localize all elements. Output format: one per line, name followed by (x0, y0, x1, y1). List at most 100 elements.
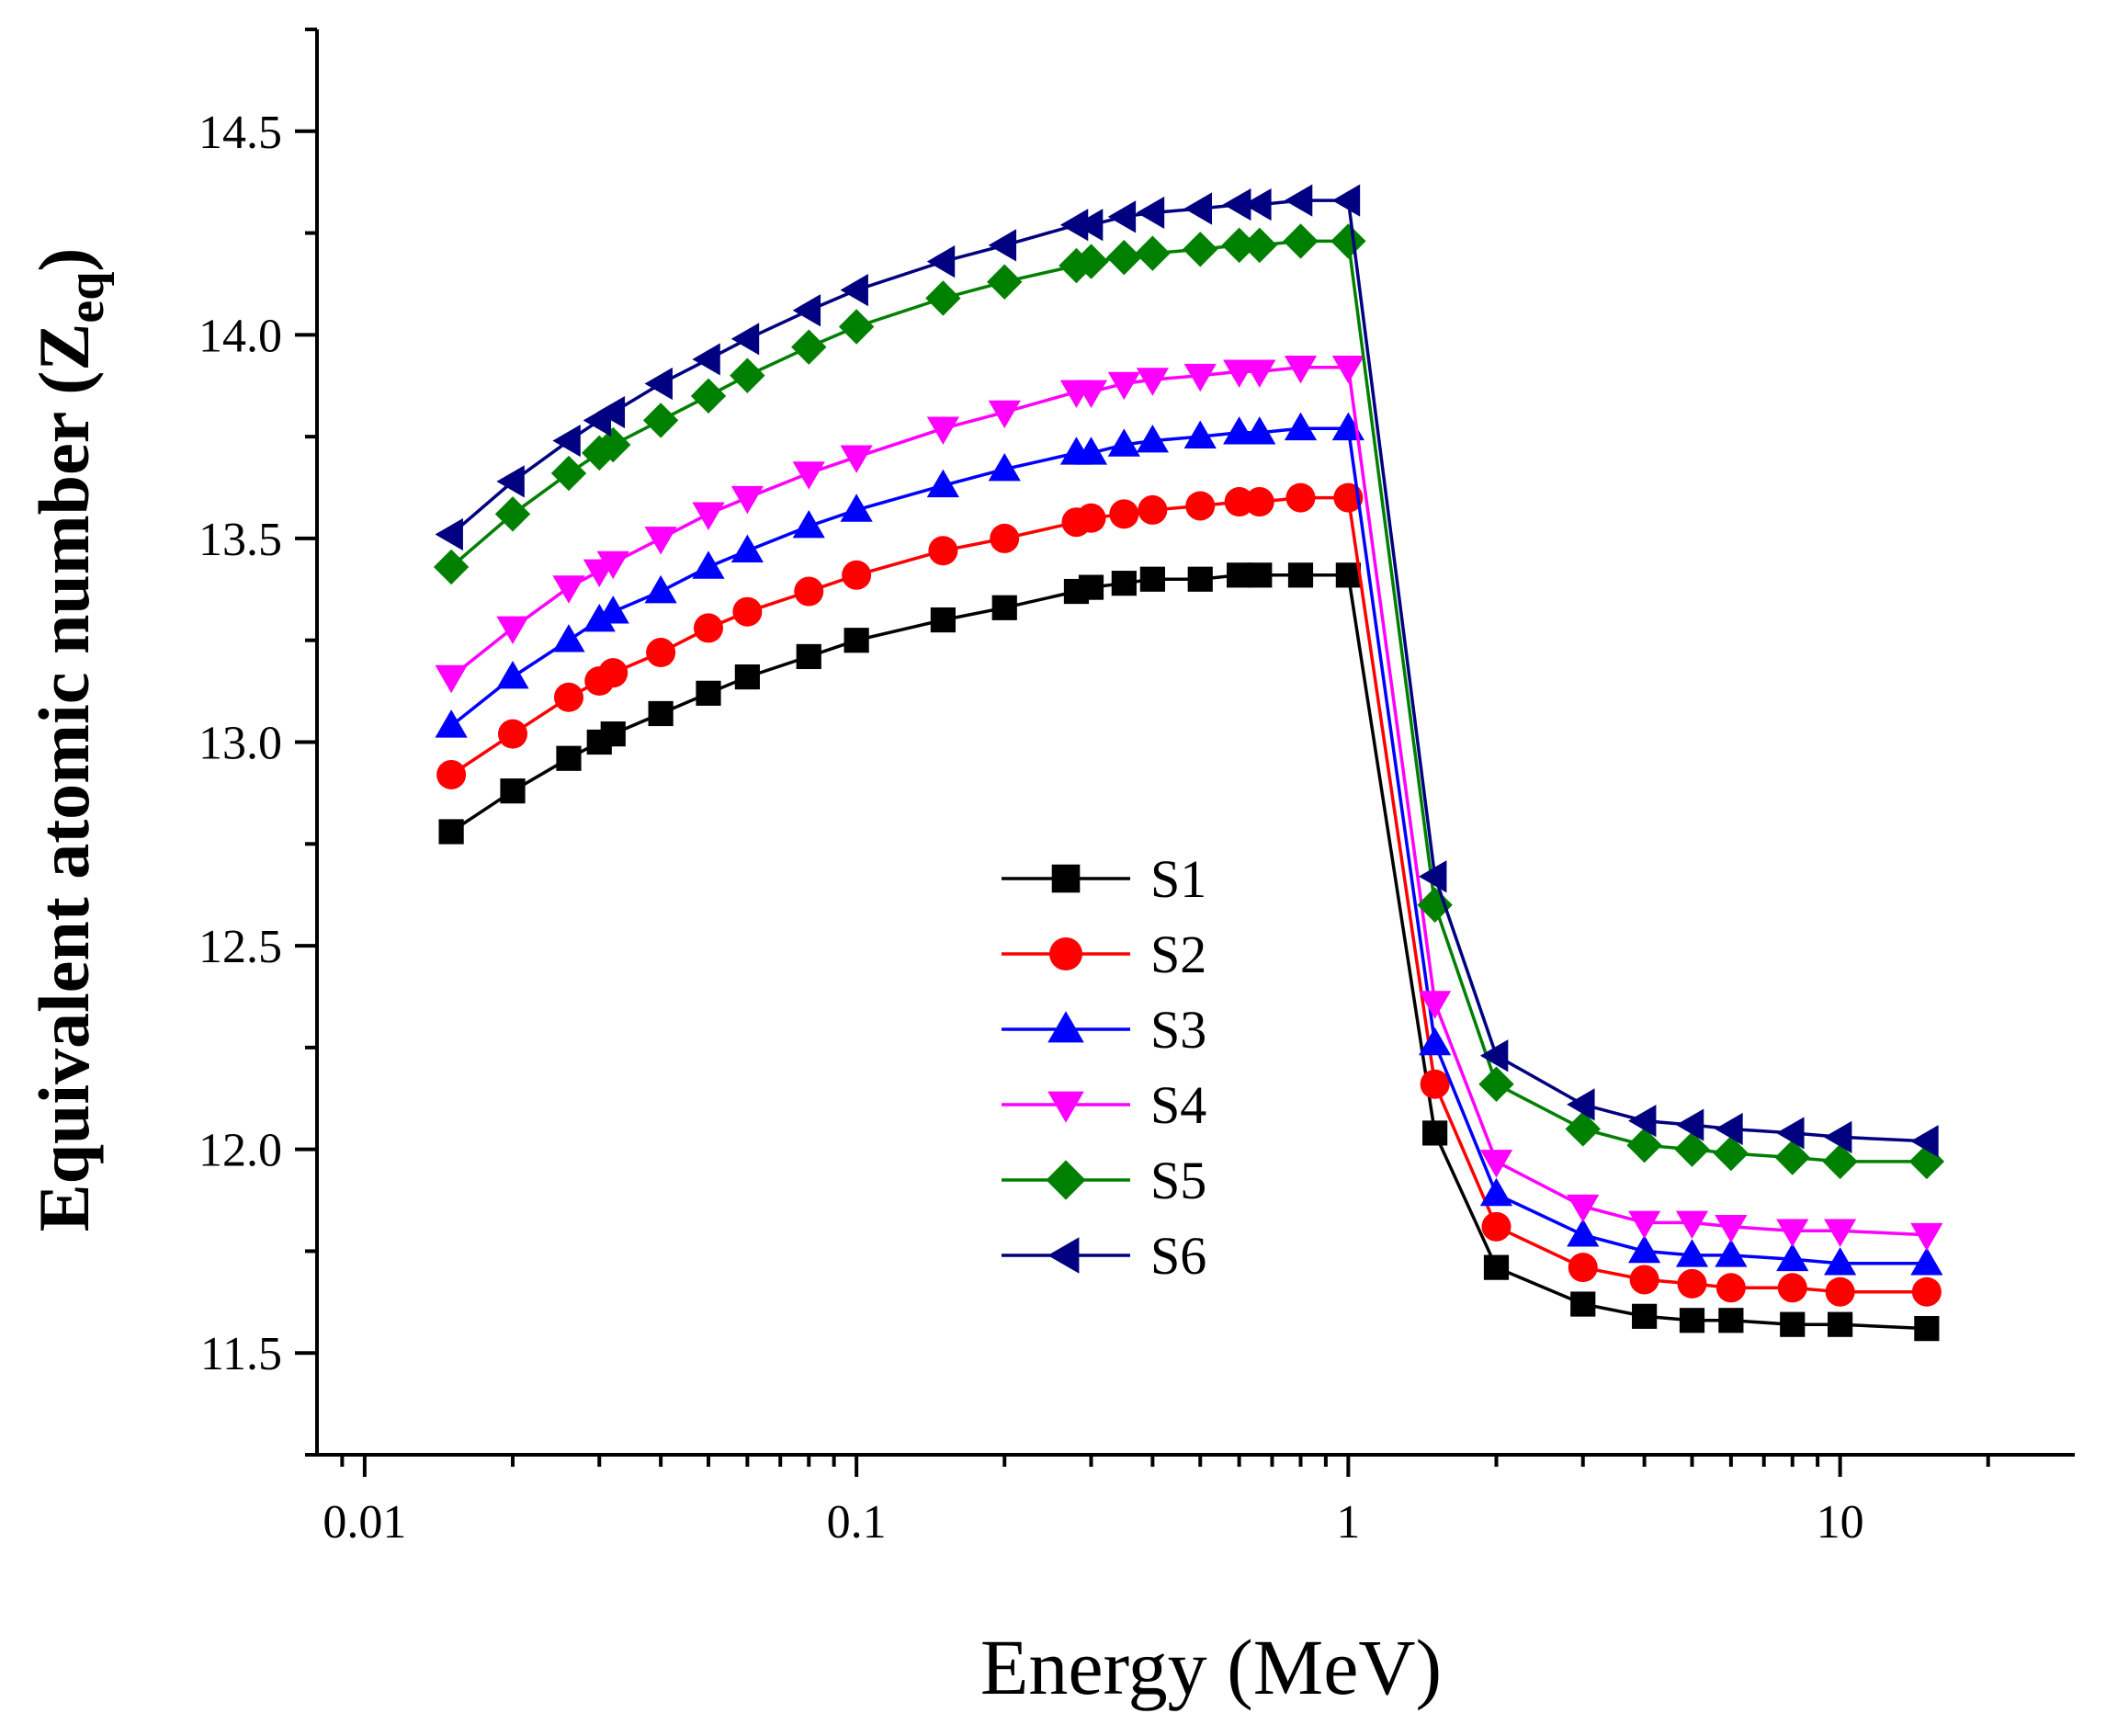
data-point-S3 (1183, 420, 1217, 448)
data-point-S3 (1223, 416, 1256, 445)
data-point-S5 (791, 329, 827, 365)
data-point-S6 (1136, 196, 1165, 230)
data-point-S1 (1483, 1254, 1510, 1280)
y-tick-label: 13.0 (198, 718, 282, 770)
data-point-S4 (1675, 1210, 1709, 1240)
data-point-S4 (1223, 359, 1256, 388)
data-point-S6 (988, 229, 1017, 262)
legend-label: S5 (1150, 1151, 1206, 1210)
data-point-S6 (1824, 1120, 1852, 1153)
series-S4 (435, 356, 1943, 1252)
data-point-S6 (1715, 1112, 1743, 1146)
data-point-S2 (1185, 491, 1216, 521)
data-point-S4 (1479, 1150, 1513, 1178)
data-point-S2 (1568, 1253, 1598, 1283)
data-point-S4 (552, 575, 585, 604)
data-point-S3 (1074, 437, 1108, 465)
data-point-S6 (1910, 1125, 1939, 1158)
data-point-S5 (595, 426, 631, 463)
data-point-S6 (792, 294, 821, 327)
legend-label: S3 (1150, 1000, 1206, 1060)
data-point-S6 (1223, 187, 1251, 221)
data-point-S5 (642, 403, 679, 438)
data-point-S3 (1715, 1239, 1748, 1267)
data-point-S4 (1331, 356, 1364, 384)
data-point-S6 (926, 244, 956, 278)
y-axis-title-subscript: eq (58, 272, 115, 323)
data-point-S2 (646, 638, 676, 668)
data-point-S3 (988, 452, 1021, 482)
x-tick-label: 1 (1336, 1496, 1360, 1549)
data-point-S3 (1824, 1247, 1857, 1276)
data-point-S3 (1776, 1242, 1809, 1272)
series-layer (433, 184, 1945, 1342)
data-point-S2 (1244, 487, 1274, 517)
series-S5 (433, 223, 1945, 1180)
data-point-S1 (648, 700, 674, 727)
data-point-S1 (844, 628, 869, 653)
legend-marker (1049, 937, 1082, 970)
data-point-S1 (1914, 1316, 1940, 1342)
ticks-layer: 11.5 12.0 12.5 13.0 13.5 14.0 14.5 0.01 0.1 1 10 (198, 28, 1990, 1549)
legend-marker (1047, 1011, 1084, 1043)
data-point-S4 (1419, 991, 1452, 1019)
data-point-S5 (1713, 1135, 1749, 1172)
data-point-S3 (1910, 1247, 1943, 1276)
data-point-S1 (500, 778, 526, 804)
data-point-S5 (1135, 235, 1171, 271)
legend-item-S2: S2 (1002, 925, 1206, 984)
data-point-S2 (1677, 1268, 1707, 1299)
data-point-S5 (1059, 247, 1094, 284)
data-point-S6 (644, 367, 673, 401)
data-point-S2 (732, 596, 763, 627)
legend-label: S1 (1150, 849, 1206, 909)
data-point-S3 (926, 469, 959, 498)
data-point-S2 (436, 759, 467, 789)
data-point-S6 (1243, 187, 1272, 221)
data-point-S3 (1567, 1219, 1600, 1247)
data-point-S2 (1285, 482, 1316, 513)
data-point-S1 (1570, 1291, 1596, 1317)
data-point-S6 (1776, 1117, 1805, 1150)
data-point-S6 (692, 343, 720, 376)
data-point-S5 (838, 309, 875, 345)
data-point-S2 (1911, 1276, 1942, 1307)
data-point-S2 (497, 719, 527, 749)
legend-label: S4 (1150, 1075, 1206, 1135)
data-point-S4 (1183, 363, 1217, 392)
data-point-S4 (1284, 356, 1318, 384)
data-point-S6 (435, 517, 463, 551)
data-point-S5 (1073, 244, 1109, 279)
data-point-S4 (1243, 359, 1276, 388)
data-point-S1 (1679, 1308, 1705, 1333)
data-point-S2 (794, 576, 824, 607)
y-axis-title: Equivalent atomic number (Zeq) (24, 248, 115, 1232)
data-point-S4 (1715, 1215, 1748, 1243)
data-point-S3 (1628, 1234, 1661, 1264)
data-point-S4 (1776, 1219, 1809, 1247)
data-point-S3 (496, 660, 529, 689)
data-point-S4 (1074, 380, 1108, 408)
data-point-S1 (1287, 562, 1314, 588)
data-point-S2 (553, 682, 583, 712)
y-tick-label: 11.5 (200, 1328, 282, 1380)
y-tick-label: 14.5 (198, 107, 282, 159)
x-tick-label: 0.1 (827, 1496, 887, 1549)
y-axis-title-main: Equivalent atomic number (Z (24, 323, 104, 1232)
data-point-S2 (1138, 494, 1168, 525)
data-point-S2 (1629, 1265, 1659, 1295)
data-point-S6 (1107, 200, 1137, 233)
data-point-S4 (1628, 1210, 1661, 1240)
y-tick-label: 14.0 (198, 310, 282, 362)
series-S1 (438, 562, 1940, 1342)
data-point-S6 (596, 395, 626, 429)
data-point-S4 (1824, 1219, 1857, 1247)
data-point-S5 (1774, 1140, 1810, 1175)
data-point-S6 (1628, 1105, 1657, 1138)
data-point-S1 (1422, 1120, 1448, 1146)
data-point-S4 (1567, 1194, 1600, 1223)
data-point-S3 (583, 603, 616, 632)
data-point-S5 (690, 378, 727, 414)
data-point-S4 (496, 616, 529, 645)
